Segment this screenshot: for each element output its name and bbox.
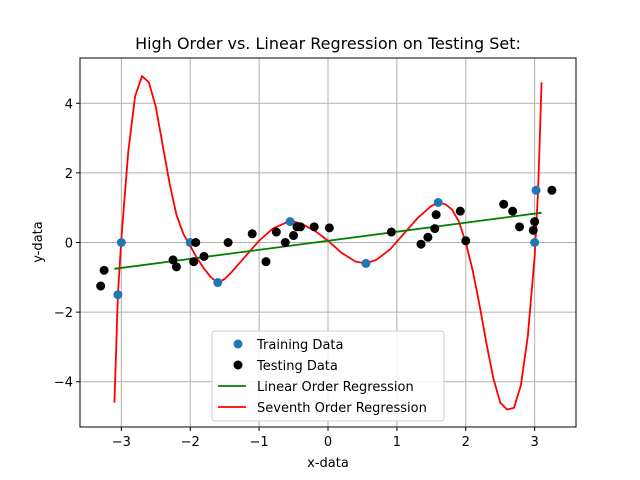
training-point	[285, 217, 295, 227]
seventh-order-regression-line	[113, 75, 543, 411]
testing-point	[247, 229, 257, 239]
x-tick-label: 3	[531, 435, 539, 450]
y-tick-label: −2	[54, 306, 73, 321]
testing-point	[289, 231, 299, 241]
x-tick-label: 2	[462, 435, 470, 450]
x-tick-label: −1	[250, 435, 269, 450]
x-tick-label: −2	[181, 435, 200, 450]
testing-point	[528, 225, 538, 235]
testing-point	[455, 206, 465, 216]
testing-point	[515, 222, 525, 232]
training-point	[433, 197, 443, 207]
testing-point	[189, 257, 199, 267]
training-point	[531, 185, 541, 195]
training-point	[116, 238, 126, 247]
legend-marker-testing	[233, 360, 243, 370]
testing-point	[431, 210, 441, 220]
legend-label-seventh: Seventh Order Regression	[257, 401, 427, 416]
y-tick-label: 0	[65, 237, 73, 252]
chart-title: High Order vs. Linear Regression on Test…	[135, 34, 521, 53]
regression-lines	[113, 75, 543, 411]
testing-point	[199, 251, 209, 261]
testing-point	[499, 199, 509, 209]
y-tick-label: −4	[54, 376, 73, 391]
legend-label-testing: Testing Data	[256, 359, 338, 374]
testing-point	[171, 262, 181, 272]
testing-point	[461, 236, 471, 246]
testing-point	[168, 255, 178, 265]
x-tick-label: 1	[393, 435, 401, 450]
testing-point	[530, 217, 540, 227]
testing-point	[261, 257, 271, 267]
y-tick-label: 4	[65, 97, 73, 112]
testing-point	[223, 238, 233, 247]
legend-label-training: Training Data	[256, 338, 343, 353]
training-point	[113, 290, 123, 300]
testing-point	[295, 222, 305, 232]
testing-point	[324, 223, 334, 233]
testing-point	[386, 227, 396, 237]
y-axis-label: y-data	[31, 221, 46, 262]
linear-regression-line	[114, 211, 542, 270]
legend-label-linear: Linear Order Regression	[257, 380, 414, 395]
training-point	[213, 278, 223, 288]
x-tick-label: −3	[112, 435, 131, 450]
testing-point	[416, 239, 426, 249]
training-point	[530, 238, 540, 247]
y-tick-label: 2	[65, 167, 73, 182]
x-tick-label: 0	[324, 435, 332, 450]
legend-marker-training	[233, 339, 243, 349]
chart-legend: Training Data Testing Data Linear Order …	[211, 330, 445, 422]
data-points	[96, 185, 557, 300]
testing-point	[280, 238, 290, 247]
x-axis-ticks: −3 −2 −1 0 1 2 3	[112, 427, 539, 450]
testing-point	[423, 232, 433, 242]
testing-point	[309, 222, 319, 232]
y-axis-ticks: −4 −2 0 2 4	[54, 97, 80, 391]
testing-point	[271, 227, 281, 237]
testing-point	[430, 224, 440, 234]
testing-point	[191, 238, 201, 247]
x-axis-label: x-data	[307, 456, 349, 471]
testing-point	[508, 206, 518, 216]
testing-point	[547, 185, 557, 195]
legend-box	[211, 330, 445, 422]
testing-point	[99, 265, 109, 275]
training-point	[361, 258, 371, 268]
testing-point	[96, 281, 106, 291]
